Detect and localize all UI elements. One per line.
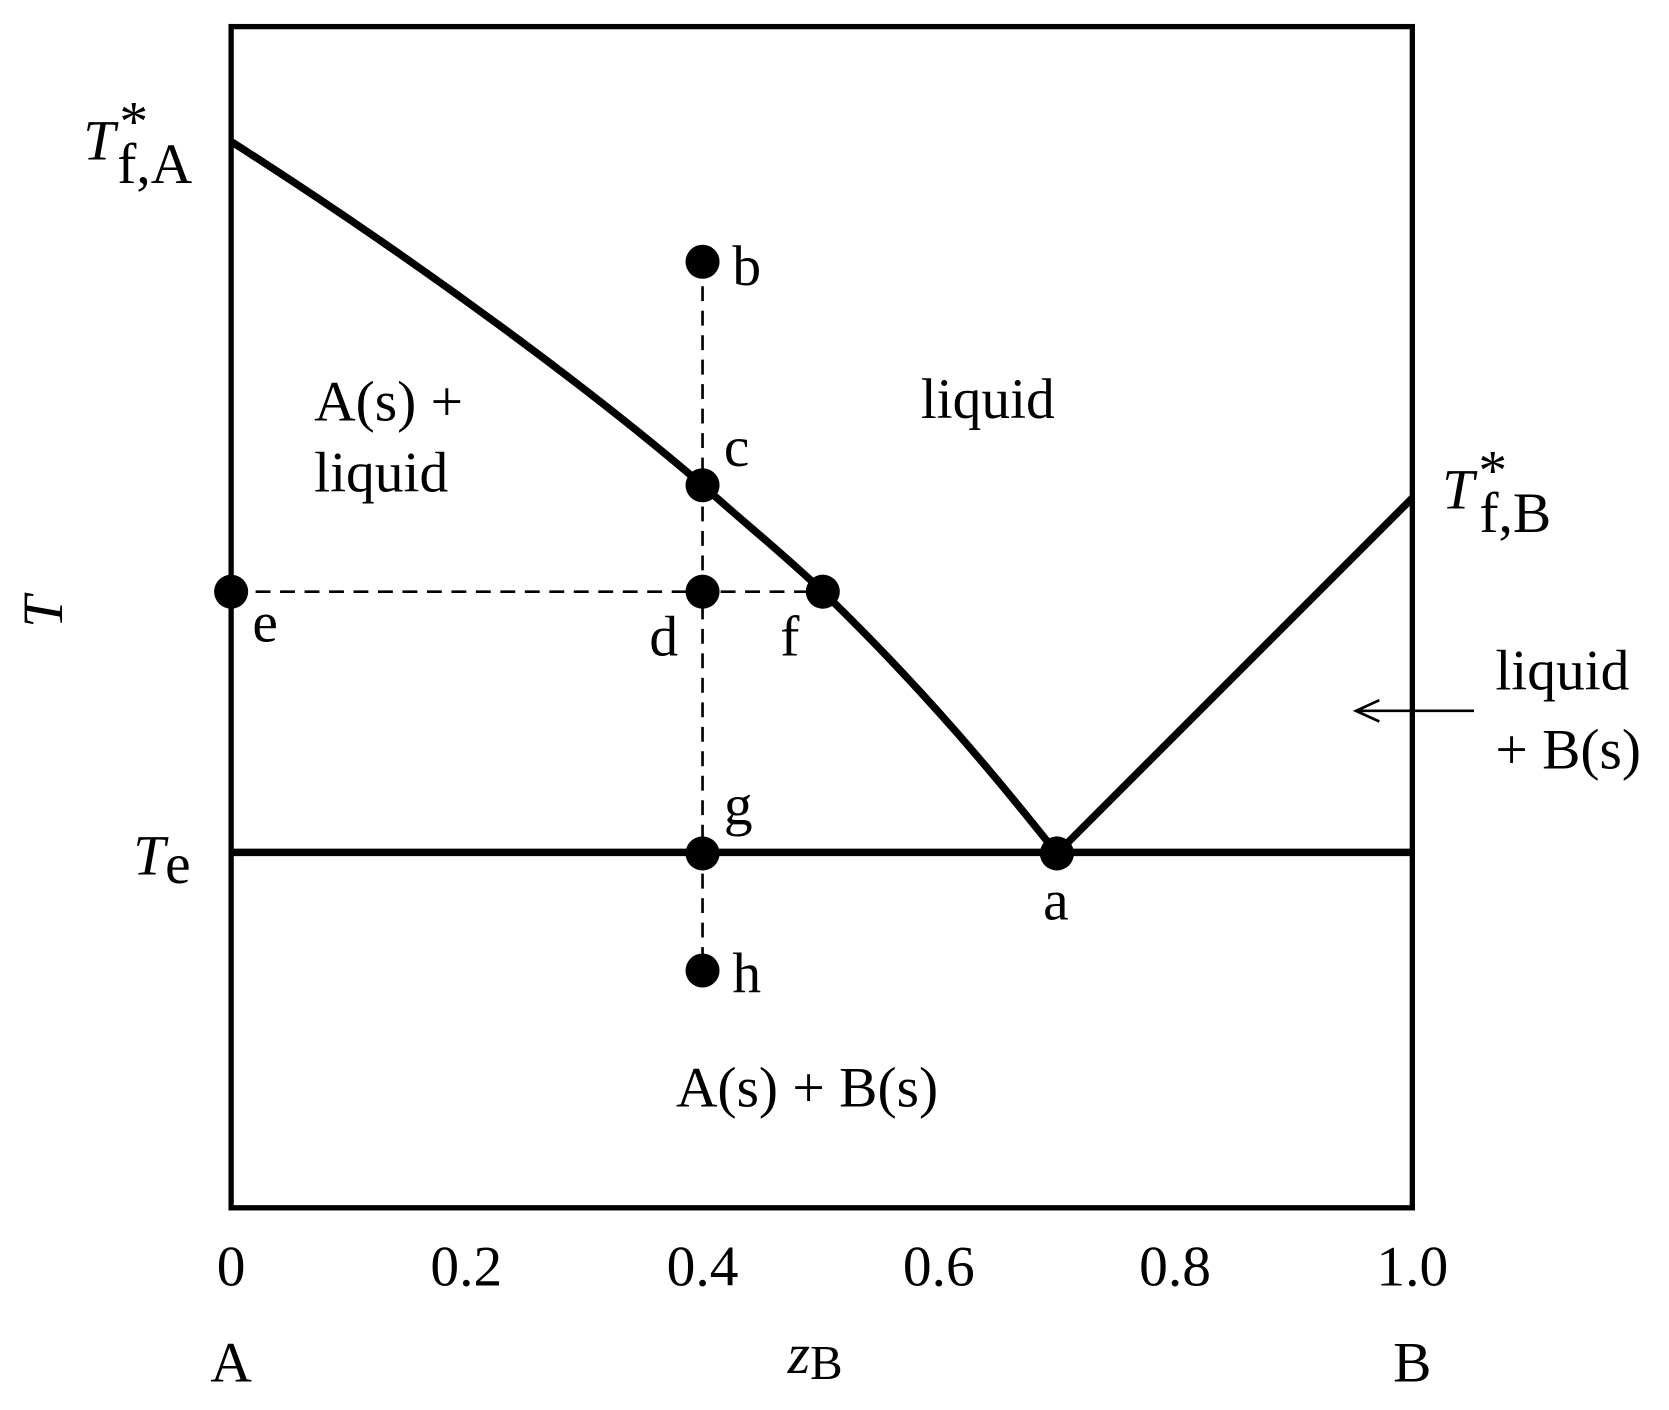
symbol: T — [133, 825, 169, 888]
point-label: b — [732, 235, 761, 298]
subscript: f,A — [117, 133, 192, 196]
subscript: e — [165, 833, 191, 896]
x-tick-label: 0 — [217, 1235, 246, 1298]
plot-frame — [228, 23, 1415, 1211]
x-axis-label: zB — [787, 1323, 843, 1390]
point — [685, 836, 720, 871]
point-label: a — [1043, 869, 1069, 932]
axis-end-label: B — [1393, 1331, 1431, 1394]
x-tick-label: 0.2 — [430, 1235, 502, 1298]
subscript: B — [810, 1335, 843, 1390]
symbol: z — [787, 1323, 810, 1386]
y-axis-label: T — [12, 592, 75, 628]
region-label: A(s) + — [314, 370, 463, 433]
region-label: + B(s) — [1495, 718, 1641, 781]
superscript: * — [1478, 440, 1507, 503]
symbol: T — [1442, 459, 1478, 522]
point — [685, 468, 720, 503]
point — [685, 953, 720, 988]
arrow-head — [1352, 699, 1380, 723]
region-label: A(s) + B(s) — [676, 1057, 938, 1120]
temperature-label: T* f,A — [83, 90, 193, 196]
point-label: f — [780, 606, 800, 669]
x-tick-label: 0.8 — [1139, 1235, 1211, 1298]
point — [805, 574, 840, 609]
subscript: f,B — [1479, 482, 1551, 545]
axis-end-label: A — [210, 1331, 252, 1394]
x-tick-label: 1.0 — [1376, 1235, 1448, 1298]
point — [685, 574, 720, 609]
region-label: liquid — [314, 442, 448, 505]
liquidus-b — [1054, 495, 1415, 857]
x-tick-label: 0.4 — [667, 1235, 739, 1298]
point-label: d — [649, 606, 678, 669]
point — [685, 244, 720, 279]
point — [1039, 836, 1074, 871]
point-label: e — [252, 592, 278, 655]
x-tick-label: 0.6 — [903, 1235, 975, 1298]
point-label: h — [732, 942, 761, 1005]
liquidus-a — [229, 138, 1060, 856]
symbol: T — [83, 110, 119, 173]
temperature-label: Te — [133, 825, 190, 897]
points — [214, 244, 1074, 988]
temperature-label: T* f,B — [1442, 440, 1551, 546]
point — [214, 574, 249, 609]
point-label: c — [724, 416, 750, 479]
point-label: g — [724, 775, 753, 838]
superscript: * — [119, 90, 148, 153]
region-label: liquid — [921, 368, 1055, 431]
region-label: liquid — [1495, 640, 1629, 703]
